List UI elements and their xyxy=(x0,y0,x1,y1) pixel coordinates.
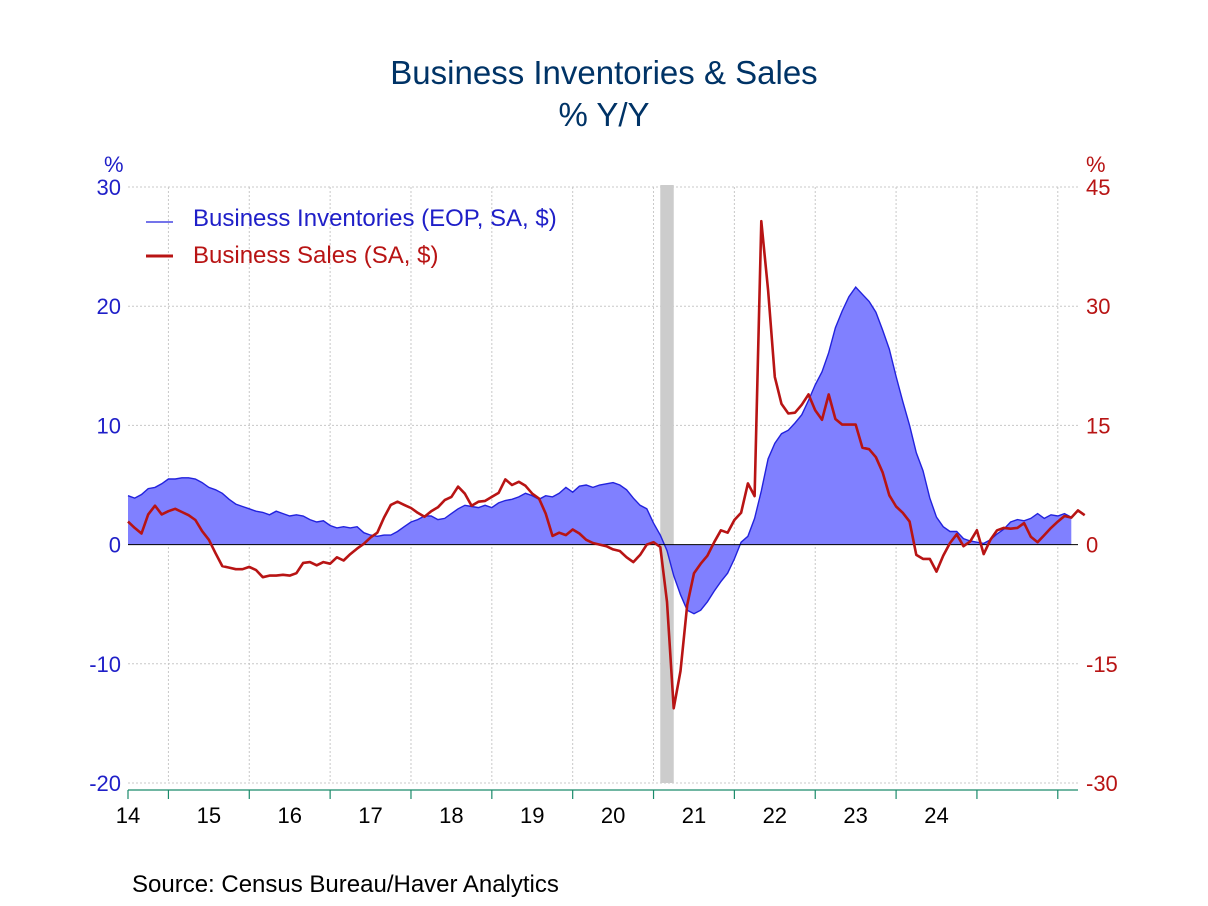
x-tick-label: 23 xyxy=(843,803,867,828)
x-tick-label: 16 xyxy=(277,803,301,828)
chart-title: Business Inventories & Sales % Y/Y xyxy=(0,52,1208,136)
left-axis-ticks: 30 20 10 0 -10 -20 xyxy=(89,175,121,796)
inventories-area-layer xyxy=(127,285,1072,615)
x-axis: 14 15 16 17 18 19 20 21 22 23 24 xyxy=(116,789,1078,828)
right-tick-label: 45 xyxy=(1086,175,1110,200)
recession-bar xyxy=(660,185,674,783)
left-tick-label: 30 xyxy=(97,175,121,200)
sales-line-layer xyxy=(127,219,1086,710)
legend-label-sales: Business Sales (SA, $) xyxy=(193,242,438,269)
right-tick-label: 15 xyxy=(1086,413,1110,438)
source-note: Source: Census Bureau/Haver Analytics xyxy=(132,871,559,898)
legend-label-inventories: Business Inventories (EOP, SA, $) xyxy=(193,205,557,232)
right-axis-unit-label: % xyxy=(1086,152,1106,177)
grid-lines xyxy=(128,186,1078,784)
right-tick-label: -15 xyxy=(1086,652,1118,677)
left-tick-label: 10 xyxy=(97,413,121,438)
x-tick-label: 17 xyxy=(358,803,382,828)
inventories-area xyxy=(128,287,1072,614)
left-tick-label: -10 xyxy=(89,652,121,677)
x-tick-label: 18 xyxy=(439,803,463,828)
legend: Business Inventories (EOP, SA, $) Busine… xyxy=(146,205,557,269)
recession-shading xyxy=(660,185,674,783)
x-tick-label: 14 xyxy=(116,803,140,828)
left-tick-label: -20 xyxy=(89,771,121,796)
x-tick-label: 21 xyxy=(682,803,706,828)
right-tick-label: 0 xyxy=(1086,533,1098,558)
left-tick-label: 20 xyxy=(97,294,121,319)
right-axis-ticks: 45 30 15 0 -15 -30 xyxy=(1086,175,1118,796)
chart-subtitle: % Y/Y xyxy=(558,96,650,133)
x-tick-label: 20 xyxy=(601,803,625,828)
inventories-line xyxy=(127,285,1072,615)
x-tick-label: 15 xyxy=(197,803,221,828)
chart-title-main: Business Inventories & Sales xyxy=(390,54,818,91)
x-tick-label: 22 xyxy=(763,803,787,828)
left-tick-label: 0 xyxy=(109,533,121,558)
x-tick-label: 19 xyxy=(520,803,544,828)
sales-line xyxy=(127,219,1086,710)
left-axis-unit-label: % xyxy=(104,152,124,177)
x-tick-label: 24 xyxy=(924,803,948,828)
right-tick-label: 30 xyxy=(1086,294,1110,319)
right-tick-label: -30 xyxy=(1086,771,1118,796)
